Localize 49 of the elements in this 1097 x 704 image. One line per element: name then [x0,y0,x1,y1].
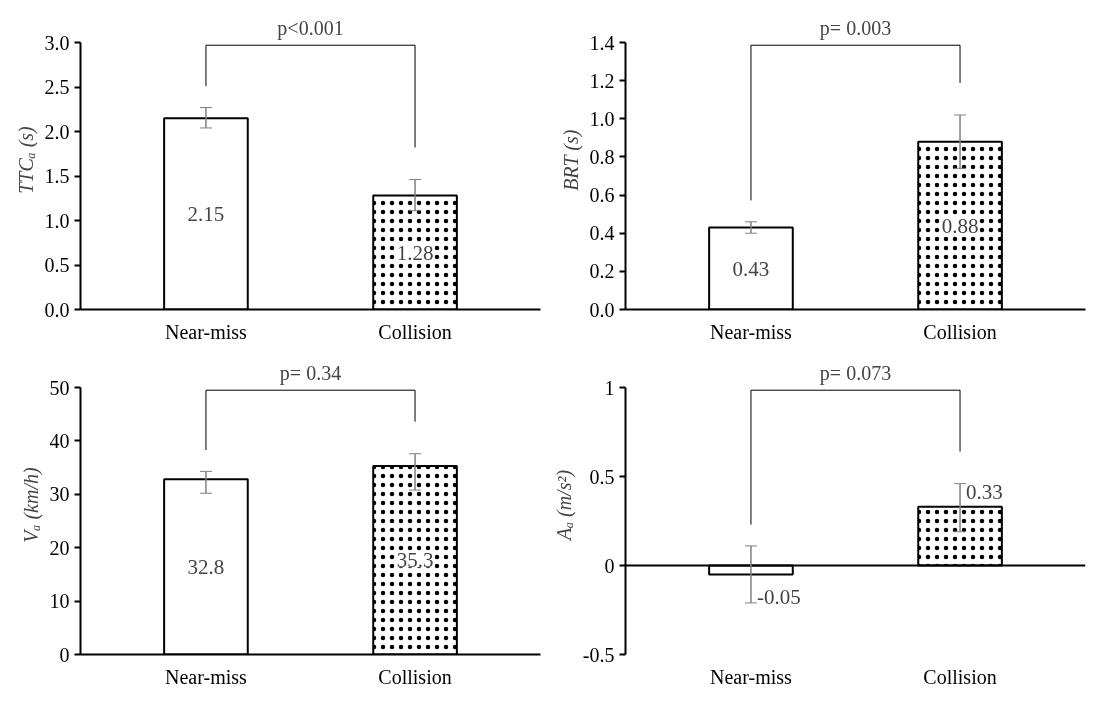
x-tick-label: Collision [378,665,452,688]
y-tick-label: 50 [49,376,70,399]
x-tick-label: Collision [378,320,452,343]
y-tick-label: 0.8 [589,145,615,168]
y-tick-label: -0.5 [582,643,615,666]
x-tick-label: Collision [923,665,997,688]
y-tick-label: 0.4 [589,222,615,245]
data-label: 1.28 [396,240,434,265]
x-tick-label: Near-miss [710,665,793,688]
text: p= 0.073 [819,362,892,386]
y-axis-title: BRT (s) [559,129,583,191]
y-tick-label: 0 [604,554,615,577]
y-tick-label: 3.0 [44,31,70,54]
y-tick-label: 1.2 [589,69,615,92]
data-label: 0.33 [966,479,1003,504]
data-label: -0.05 [756,585,801,610]
data-label: 0.43 [732,256,770,281]
y-tick-label: 40 [49,429,70,452]
y-axis-title: Aₐ (m/s²) [552,469,576,543]
y-tick-label: 0.2 [589,260,615,283]
y-tick-label: 0.0 [44,298,70,321]
x-tick-label: Near-miss [710,320,793,343]
y-tick-label: 2.0 [44,120,70,143]
data-label: 0.88 [941,213,979,238]
y-tick-label: 0.6 [589,184,615,207]
y-tick-label: 2.5 [44,76,70,99]
y-tick-label: 20 [49,536,70,559]
data-label: 35.3 [396,548,434,573]
x-tick-label: Near-miss [165,665,248,688]
y-tick-label: 1.0 [44,209,70,232]
text: p= 0.003 [819,17,892,41]
y-tick-label: 1.0 [589,107,615,130]
data-label: 2.15 [187,201,225,226]
y-tick-label: 0.5 [44,254,70,277]
y-tick-label: 1.5 [44,165,70,188]
y-tick-label: 0.5 [589,465,615,488]
y-tick-label: 10 [49,590,70,613]
y-tick-label: 1 [604,376,615,399]
y-tick-label: 1.4 [589,31,615,54]
y-tick-label: 0.0 [589,298,615,321]
y-tick-label: 30 [49,483,70,506]
y-tick-label: 0 [59,643,70,666]
y-axis-title: TTCₐ (s) [14,125,38,194]
x-tick-label: Collision [923,320,997,343]
y-axis-title: Vₐ (km/h) [19,467,43,543]
text: p= 0.34 [279,362,342,386]
data-label: 32.8 [187,554,225,579]
x-tick-label: Near-miss [165,320,248,343]
text: p<0.001 [277,17,344,41]
